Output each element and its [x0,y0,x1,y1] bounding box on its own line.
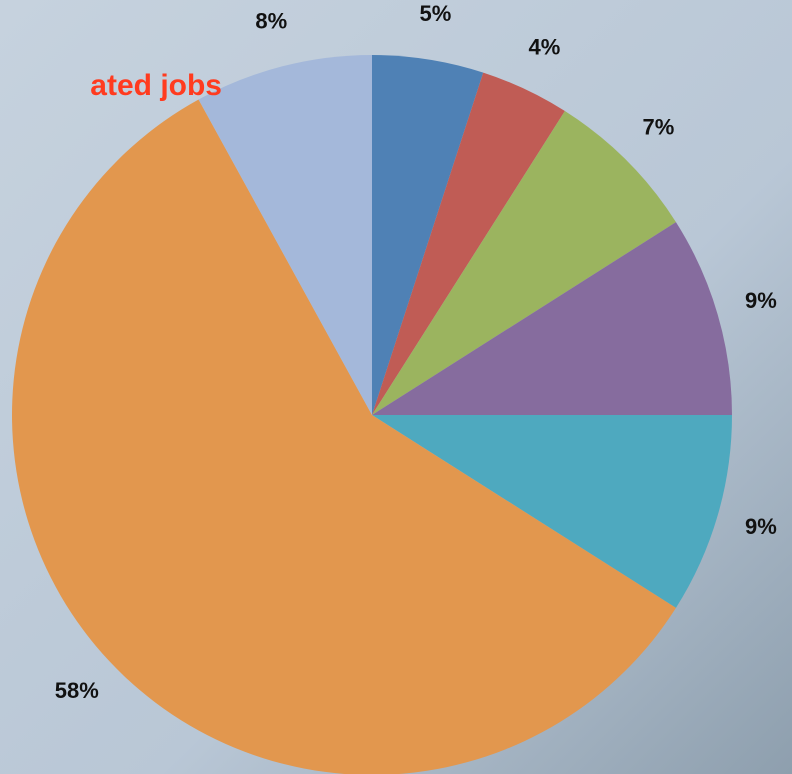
data-label: 8% [255,9,287,34]
pie-slice [198,55,372,415]
pie-slice [372,415,732,608]
pie-slice [372,55,484,415]
data-label: 4% [529,34,561,59]
data-label: 9% [745,514,777,539]
data-label: 9% [745,288,777,313]
pie-slice [372,111,676,416]
pie-slice [372,72,565,415]
data-label: 58% [55,678,99,703]
pie-slice [12,99,676,774]
chart-title: ated jobs [90,69,222,102]
data-label: 7% [642,114,674,139]
pie-slice [372,222,732,415]
pie [12,55,732,774]
data-label: 5% [419,1,451,26]
